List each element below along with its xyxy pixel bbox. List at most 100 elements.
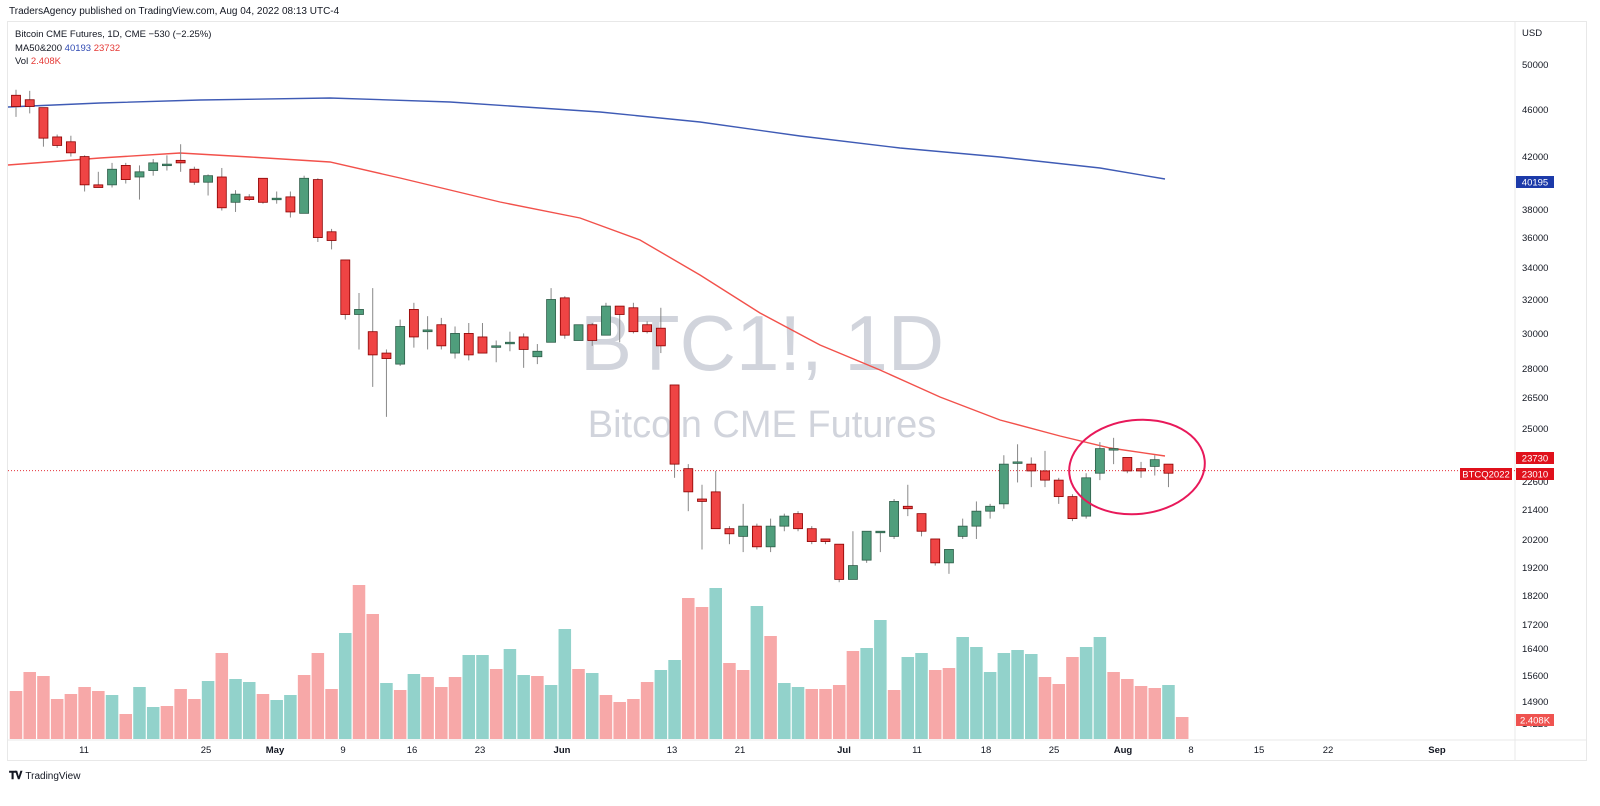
candle-body[interactable] bbox=[834, 543, 845, 580]
candle-body[interactable] bbox=[93, 184, 104, 188]
candle-body[interactable] bbox=[779, 515, 790, 527]
candle-body[interactable] bbox=[436, 324, 447, 347]
volume-bar bbox=[1052, 684, 1065, 739]
candle-body[interactable] bbox=[587, 324, 598, 341]
volume-bar bbox=[819, 689, 832, 739]
candle-body[interactable] bbox=[354, 309, 364, 315]
candle-body[interactable] bbox=[971, 510, 982, 527]
candle-body[interactable] bbox=[216, 176, 227, 209]
candle-body[interactable] bbox=[244, 196, 255, 200]
candle-body[interactable] bbox=[546, 299, 556, 343]
price-tick: 14900 bbox=[1522, 697, 1548, 708]
candle-body[interactable] bbox=[628, 307, 639, 333]
candle-body[interactable] bbox=[930, 538, 941, 564]
candle-body[interactable] bbox=[326, 231, 337, 241]
candle-body[interactable] bbox=[148, 162, 159, 171]
candle-body[interactable] bbox=[1081, 477, 1092, 517]
candle-body[interactable] bbox=[848, 565, 858, 580]
candle-body[interactable] bbox=[573, 324, 584, 341]
volume-bar bbox=[105, 695, 119, 739]
candle-body[interactable] bbox=[1149, 459, 1160, 467]
candle-body[interactable] bbox=[134, 171, 145, 178]
candle-body[interactable] bbox=[697, 498, 707, 502]
candle-body[interactable] bbox=[408, 309, 419, 338]
price-tick: 22600 bbox=[1522, 477, 1548, 488]
volume-bar bbox=[901, 657, 915, 739]
volume-bar bbox=[805, 689, 819, 739]
volume-bar bbox=[1093, 637, 1107, 739]
candle-body[interactable] bbox=[340, 259, 351, 315]
candle-body[interactable] bbox=[258, 177, 268, 203]
candle-body[interactable] bbox=[395, 326, 406, 365]
volume-bar bbox=[366, 614, 379, 739]
price-tick: 32000 bbox=[1522, 295, 1548, 306]
candle-body[interactable] bbox=[765, 525, 776, 548]
candle-body[interactable] bbox=[463, 333, 474, 356]
candle-body[interactable] bbox=[998, 463, 1009, 505]
candle-body[interactable] bbox=[367, 331, 378, 356]
candle-body[interactable] bbox=[875, 530, 886, 534]
candle-body[interactable] bbox=[1094, 448, 1105, 474]
candle-body[interactable] bbox=[24, 99, 35, 107]
candle-body[interactable] bbox=[751, 525, 762, 548]
candle-body[interactable] bbox=[1026, 463, 1037, 472]
candle-body[interactable] bbox=[52, 136, 63, 146]
candle-body[interactable] bbox=[985, 505, 996, 512]
candle-body[interactable] bbox=[642, 324, 653, 333]
price-tick: 34000 bbox=[1522, 263, 1548, 274]
candle-body[interactable] bbox=[203, 175, 213, 183]
candle-body[interactable] bbox=[1136, 468, 1146, 472]
candle-body[interactable] bbox=[1040, 470, 1050, 481]
candle-body[interactable] bbox=[271, 197, 282, 201]
candle-body[interactable] bbox=[477, 336, 488, 354]
candle-body[interactable] bbox=[614, 305, 625, 315]
candle-body[interactable] bbox=[1108, 448, 1119, 451]
candle-body[interactable] bbox=[230, 193, 241, 203]
candle-body[interactable] bbox=[902, 505, 913, 510]
candle-body[interactable] bbox=[312, 179, 323, 238]
candle-body[interactable] bbox=[11, 94, 21, 107]
candle-body[interactable] bbox=[38, 107, 49, 139]
candle-body[interactable] bbox=[683, 468, 694, 493]
candle-body[interactable] bbox=[655, 327, 666, 347]
candle-body[interactable] bbox=[944, 549, 954, 564]
candle-body[interactable] bbox=[162, 163, 172, 167]
candle-body[interactable] bbox=[820, 538, 831, 542]
candle-body[interactable] bbox=[422, 329, 433, 333]
candle-body[interactable] bbox=[120, 165, 131, 180]
candle-body[interactable] bbox=[601, 305, 611, 336]
candle-body[interactable] bbox=[79, 156, 90, 186]
candle-body[interactable] bbox=[1012, 461, 1023, 464]
candle-body[interactable] bbox=[559, 297, 570, 336]
candle-body[interactable] bbox=[1163, 463, 1174, 474]
candle-body[interactable] bbox=[518, 336, 529, 350]
candle-body[interactable] bbox=[957, 525, 968, 537]
candle-body[interactable] bbox=[710, 491, 721, 530]
candle-body[interactable] bbox=[793, 513, 803, 530]
candle-body[interactable] bbox=[65, 141, 76, 154]
candle-body[interactable] bbox=[738, 525, 749, 537]
candle-body[interactable] bbox=[107, 168, 117, 186]
candle-body[interactable] bbox=[916, 513, 927, 532]
candle-body[interactable] bbox=[1053, 479, 1064, 498]
candle-body[interactable] bbox=[1122, 457, 1133, 472]
candle-body[interactable] bbox=[724, 528, 735, 535]
candle-body[interactable] bbox=[189, 168, 200, 183]
tradingview-brand[interactable]: 𝐓𝐕 TradingView bbox=[9, 770, 80, 783]
volume-bar bbox=[339, 633, 352, 739]
candle-body[interactable] bbox=[806, 528, 817, 542]
candle-body[interactable] bbox=[450, 333, 460, 354]
candle-body[interactable] bbox=[669, 384, 680, 465]
candle-body[interactable] bbox=[491, 345, 502, 348]
candle-body[interactable] bbox=[175, 159, 186, 164]
candle-body[interactable] bbox=[532, 350, 543, 358]
candle-body[interactable] bbox=[889, 501, 899, 537]
candle-body[interactable] bbox=[1067, 496, 1078, 520]
annotation-ellipse[interactable] bbox=[1064, 413, 1209, 521]
candle-body[interactable] bbox=[299, 177, 310, 214]
candle-body[interactable] bbox=[505, 341, 515, 345]
candle-body[interactable] bbox=[381, 352, 392, 359]
candle-body[interactable] bbox=[285, 196, 296, 213]
candle-body[interactable] bbox=[861, 530, 872, 561]
